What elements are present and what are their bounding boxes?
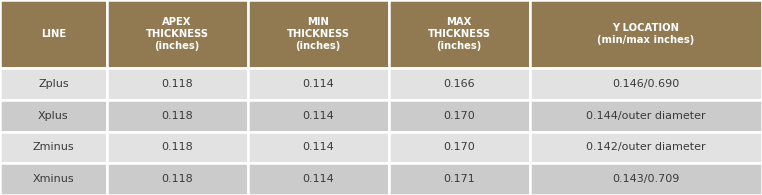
Bar	[0, 68, 107, 100]
Text: 0.142/outer diameter: 0.142/outer diameter	[586, 142, 706, 152]
Bar	[389, 100, 530, 131]
Bar	[107, 68, 248, 100]
Text: LINE: LINE	[41, 29, 66, 39]
Text: 0.118: 0.118	[162, 174, 193, 184]
Text: MIN
THICKNESS
(inches): MIN THICKNESS (inches)	[287, 17, 350, 51]
Text: Xminus: Xminus	[33, 174, 74, 184]
Text: Zplus: Zplus	[38, 79, 69, 89]
Text: 0.171: 0.171	[443, 174, 475, 184]
Text: 0.114: 0.114	[303, 142, 334, 152]
Bar	[248, 131, 389, 163]
Bar	[389, 0, 530, 68]
Text: MAX
THICKNESS
(inches): MAX THICKNESS (inches)	[427, 17, 491, 51]
Bar	[0, 100, 107, 131]
Bar	[248, 100, 389, 131]
Bar	[389, 68, 530, 100]
Bar	[107, 0, 248, 68]
Text: 0.114: 0.114	[303, 79, 334, 89]
Text: Y LOCATION
(min/max inches): Y LOCATION (min/max inches)	[597, 23, 694, 45]
Bar	[107, 100, 248, 131]
Bar	[0, 163, 107, 195]
Bar	[248, 68, 389, 100]
Text: APEX
THICKNESS
(inches): APEX THICKNESS (inches)	[146, 17, 209, 51]
Bar	[248, 163, 389, 195]
Text: 0.118: 0.118	[162, 142, 193, 152]
Text: 0.114: 0.114	[303, 174, 334, 184]
Text: 0.166: 0.166	[443, 79, 475, 89]
Text: 0.170: 0.170	[443, 111, 475, 121]
Text: Zminus: Zminus	[33, 142, 74, 152]
Text: 0.170: 0.170	[443, 142, 475, 152]
Text: 0.114: 0.114	[303, 111, 334, 121]
Bar	[530, 68, 762, 100]
Bar	[530, 131, 762, 163]
Bar	[530, 100, 762, 131]
Bar	[107, 163, 248, 195]
Bar	[248, 0, 389, 68]
Text: 0.118: 0.118	[162, 111, 193, 121]
Text: Xplus: Xplus	[38, 111, 69, 121]
Text: 0.143/0.709: 0.143/0.709	[612, 174, 680, 184]
Bar	[389, 131, 530, 163]
Bar	[389, 163, 530, 195]
Bar	[107, 131, 248, 163]
Bar	[530, 0, 762, 68]
Bar	[0, 0, 107, 68]
Bar	[0, 131, 107, 163]
Bar	[530, 163, 762, 195]
Text: 0.146/0.690: 0.146/0.690	[612, 79, 680, 89]
Text: 0.144/outer diameter: 0.144/outer diameter	[586, 111, 706, 121]
Text: 0.118: 0.118	[162, 79, 193, 89]
